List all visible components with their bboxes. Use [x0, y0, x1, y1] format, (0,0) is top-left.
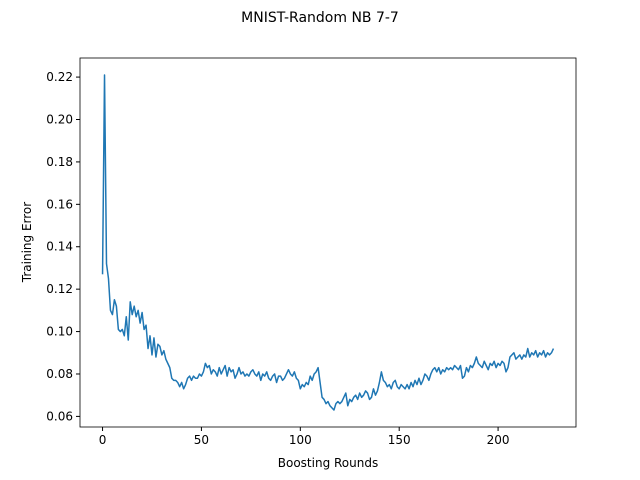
x-tick-label: 50 — [194, 433, 209, 447]
chart-title: MNIST-Random NB 7-7 — [241, 10, 399, 26]
y-tick-label: 0.18 — [46, 155, 73, 169]
x-tick-label: 100 — [289, 433, 312, 447]
y-tick-label: 0.10 — [46, 325, 73, 339]
plot-frame — [79, 57, 577, 428]
y-tick-label: 0.16 — [46, 197, 73, 211]
y-tick-label: 0.08 — [46, 367, 73, 381]
y-tick-label: 0.20 — [46, 113, 73, 127]
y-tick-label: 0.12 — [46, 282, 73, 296]
y-tick-label: 0.22 — [46, 70, 73, 84]
x-tick-label: 0 — [99, 433, 107, 447]
x-tick-label: 150 — [388, 433, 411, 447]
y-axis-label: Training Error — [20, 202, 34, 283]
x-axis-label: Boosting Rounds — [278, 456, 378, 470]
y-tick-label: 0.14 — [46, 240, 73, 254]
data-line — [101, 74, 555, 411]
x-tick-label: 200 — [487, 433, 510, 447]
y-tick-label: 0.06 — [46, 409, 73, 423]
